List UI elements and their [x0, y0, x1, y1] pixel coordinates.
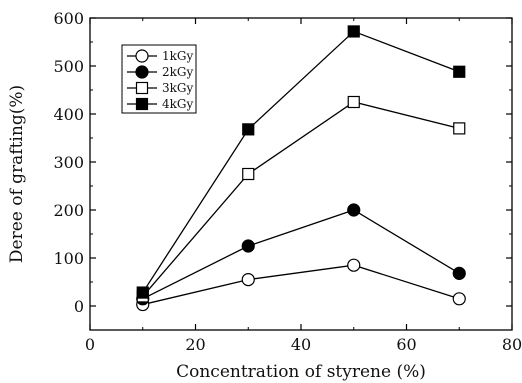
legend-marker-2kGy	[135, 65, 149, 79]
x-tick-label: 60	[396, 335, 416, 354]
y-tick-labels: 0 100 200 300 400 500 600	[53, 9, 84, 316]
data-point-3kGy	[242, 167, 255, 181]
y-axis-title: Deree of grafting(%)	[7, 85, 27, 263]
x-tick-labels: 0 20 40 60 80	[85, 335, 522, 354]
series-markers	[136, 25, 466, 312]
legend: 1kGy 2kGy 3kGy 4kGy	[121, 44, 197, 114]
x-tick-label: 40	[291, 335, 311, 354]
legend-label-3kGy: 3kGy	[162, 81, 193, 95]
data-point-4kGy	[453, 65, 466, 78]
legend-label-4kGy: 4kGy	[162, 97, 193, 111]
data-point-3kGy	[453, 122, 466, 135]
data-point-4kGy	[347, 25, 360, 38]
legend-marker-1kGy	[135, 49, 149, 63]
data-point-4kGy	[136, 286, 149, 299]
series-line-1kGy	[142, 264, 460, 306]
legend-marker-4kGy	[135, 97, 149, 111]
data-point-1kGy	[452, 292, 466, 306]
series-line-3kGy	[142, 101, 460, 297]
y-tick-label: 100	[53, 249, 84, 268]
y-tick-label: 0	[74, 297, 84, 316]
series-lines	[142, 30, 460, 306]
tick-marks	[89, 17, 513, 331]
y-tick-label: 400	[53, 105, 84, 124]
data-point-1kGy	[241, 273, 255, 287]
y-tick-label: 500	[53, 57, 84, 76]
series-line-4kGy	[142, 30, 460, 293]
y-tick-label: 600	[53, 9, 84, 28]
data-point-2kGy	[452, 266, 466, 280]
data-point-1kGy	[347, 258, 361, 272]
x-tick-label: 80	[502, 335, 522, 354]
x-axis-title: Concentration of styrene (%)	[176, 362, 426, 382]
data-point-4kGy	[242, 123, 255, 136]
data-point-2kGy	[241, 239, 255, 253]
y-tick-label: 300	[53, 153, 84, 172]
data-point-2kGy	[347, 203, 361, 217]
x-tick-label: 0	[85, 335, 95, 354]
series-line-2kGy	[142, 209, 460, 300]
y-tick-label: 200	[53, 201, 84, 220]
legend-label-1kGy: 1kGy	[162, 49, 193, 63]
x-tick-label: 20	[185, 335, 205, 354]
data-point-3kGy	[347, 95, 360, 109]
legend-label-2kGy: 2kGy	[162, 65, 193, 79]
legend-marker-3kGy	[135, 81, 149, 95]
